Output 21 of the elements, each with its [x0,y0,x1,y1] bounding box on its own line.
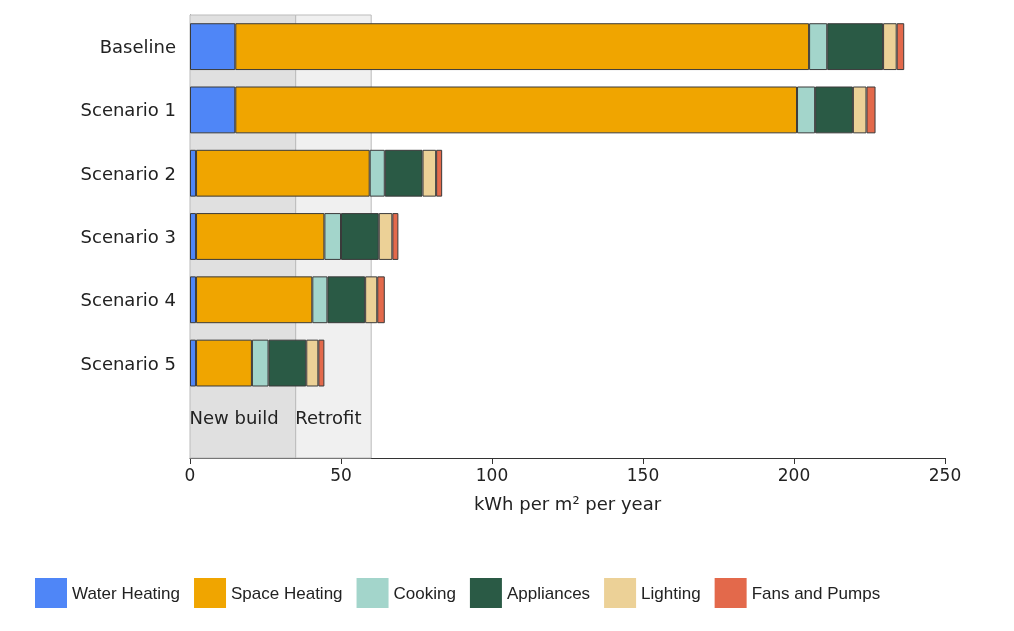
x-tick-label: 0 [184,464,196,485]
legend-label: Space Heating [231,583,343,603]
y-tick-label: Scenario 5 [80,352,176,374]
band-label: Retrofit [295,407,362,428]
y-tick-label: Baseline [99,36,176,58]
legend-label: Cooking [393,583,456,603]
legend-label: Water Heating [72,583,181,603]
x-axis-title: kWh per m² per year [473,492,662,514]
x-tick-label: 50 [330,464,352,485]
x-tick-label: 250 [928,464,962,485]
y-tick-label: Scenario 2 [80,162,176,184]
x-tick-label: 150 [626,464,660,485]
y-tick-label: Scenario 3 [80,226,176,247]
x-tick-label: 100 [475,464,509,485]
y-tick-label: Scenario 1 [80,99,176,121]
band-label: New build [189,407,279,428]
y-tick-label: Scenario 4 [80,289,176,311]
legend-label: Appliances [506,583,591,603]
legend-label: Fans and Pumps [751,583,881,603]
x-tick-label: 200 [777,464,811,485]
legend-label: Lighting [641,583,701,603]
